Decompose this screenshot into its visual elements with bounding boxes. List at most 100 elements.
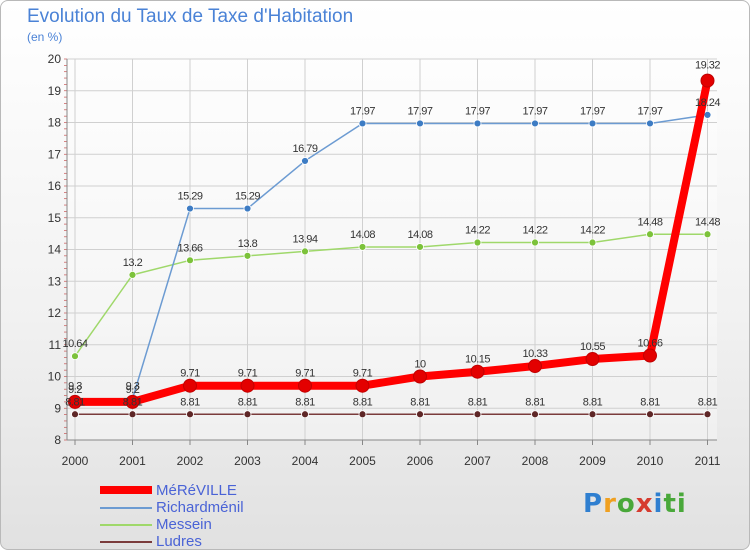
data-point-messein	[358, 243, 367, 251]
data-label-ludres: 8.81	[640, 396, 660, 408]
legend-label-ludres: Ludres	[156, 533, 202, 550]
data-point-messein	[473, 238, 482, 247]
data-point-ludres	[416, 410, 424, 419]
legend: MéRéVILLE Richardménil Messein Ludres	[100, 482, 400, 550]
data-label-richardmenil: 16.79	[292, 143, 317, 155]
logo-letter-p: P	[583, 489, 604, 519]
legend-swatch-richardmenil	[100, 507, 152, 509]
data-point-messein	[703, 230, 712, 239]
data-point-mereville	[643, 348, 657, 363]
data-label-ludres: 8.81	[698, 396, 718, 408]
x-tick-label: 2005	[349, 454, 376, 468]
legend-swatch-mereville	[100, 486, 152, 494]
data-label-richardmenil: 17.97	[350, 105, 375, 117]
data-point-ludres	[243, 410, 252, 419]
data-label-messein: 14.48	[637, 216, 662, 228]
x-tick-label: 2003	[234, 454, 261, 468]
data-label-messein: 13.66	[177, 242, 202, 254]
data-label-mereville: 10	[414, 359, 426, 371]
data-label-richardmenil: 15.29	[235, 191, 260, 203]
y-tick-label: 10	[48, 370, 62, 384]
data-label-messein: 13.8	[238, 238, 258, 250]
data-point-richardmenil	[703, 110, 712, 119]
data-label-ludres: 8.81	[583, 396, 603, 408]
series-line-messein	[74, 233, 709, 357]
data-point-messein	[646, 230, 654, 239]
data-point-richardmenil	[416, 119, 424, 128]
data-label-ludres: 8.81	[353, 396, 373, 408]
data-label-mereville: 9.71	[353, 368, 373, 380]
data-point-ludres	[588, 410, 597, 419]
data-point-ludres	[473, 410, 482, 419]
data-point-richardmenil	[646, 119, 654, 128]
y-tick-label: 14	[48, 243, 62, 257]
data-label-ludres: 8.81	[525, 396, 545, 408]
data-label-messein: 14.22	[465, 225, 490, 237]
data-label-messein: 14.22	[580, 225, 605, 237]
data-point-messein	[416, 243, 424, 251]
legend-item-ludres[interactable]: Ludres	[100, 533, 400, 550]
data-label-mereville: 9.71	[295, 368, 315, 380]
data-point-mereville	[413, 369, 427, 384]
x-tick-label: 2004	[292, 454, 319, 468]
legend-item-messein[interactable]: Messein	[100, 516, 400, 533]
x-tick-label: 2009	[579, 454, 606, 468]
data-point-mereville	[585, 352, 600, 367]
data-point-mereville	[240, 378, 255, 393]
chart-title: Evolution du Taux de Taxe d'Habitation	[27, 6, 354, 27]
data-point-mereville	[298, 378, 312, 393]
legend-swatch-ludres	[100, 541, 152, 543]
data-label-richardmenil: 15.29	[177, 191, 202, 203]
data-label-richardmenil: 9.3	[68, 381, 82, 393]
series-line-richardmenil	[74, 114, 709, 400]
legend-label-mereville: MéRéVILLE	[156, 482, 237, 499]
y-tick-label: 19	[48, 84, 62, 98]
proxiti-logo: Proxiti	[583, 489, 687, 519]
chart-subtitle: (en %)	[27, 30, 63, 44]
data-point-mereville	[528, 359, 542, 374]
x-tick-label: 2006	[407, 454, 434, 468]
data-label-mereville: 9.71	[180, 368, 200, 380]
data-label-richardmenil: 9.3	[126, 381, 140, 393]
data-point-messein	[531, 238, 539, 247]
legend-label-messein: Messein	[156, 516, 212, 533]
y-tick-label: 16	[48, 179, 62, 193]
x-tick-label: 2001	[119, 454, 146, 468]
data-label-ludres: 8.81	[180, 396, 200, 408]
legend-item-mereville[interactable]: MéRéVILLE	[100, 482, 400, 499]
data-point-messein	[186, 256, 194, 265]
y-tick-label: 12	[48, 306, 62, 320]
logo-letter-o: o	[616, 489, 636, 519]
data-point-mereville	[68, 394, 82, 409]
data-label-ludres: 8.81	[65, 396, 85, 408]
y-tick-label: 15	[48, 211, 62, 225]
legend-item-richardmenil[interactable]: Richardménil	[100, 499, 400, 516]
data-label-ludres: 8.81	[123, 396, 143, 408]
data-label-richardmenil: 17.97	[407, 105, 432, 117]
legend-swatch-messein	[100, 524, 152, 526]
data-point-mereville	[125, 394, 140, 409]
data-point-mereville	[470, 364, 485, 379]
data-point-ludres	[703, 410, 712, 419]
data-point-messein	[71, 352, 79, 361]
data-label-richardmenil: 17.97	[465, 105, 490, 117]
y-tick-label: 8	[54, 433, 61, 447]
y-tick-label: 9	[54, 401, 61, 415]
series-line-mereville	[71, 76, 712, 406]
data-point-richardmenil	[358, 119, 367, 128]
logo-letter-r: r	[603, 489, 617, 519]
data-point-ludres	[358, 410, 367, 419]
data-label-messein: 14.22	[522, 225, 547, 237]
data-label-mereville: 9.2	[126, 384, 140, 396]
data-label-mereville: 10.55	[580, 341, 605, 353]
data-label-messein: 13.2	[123, 257, 143, 269]
data-point-richardmenil	[588, 119, 597, 128]
data-point-richardmenil	[301, 157, 309, 165]
data-label-mereville: 19.32	[695, 60, 720, 72]
data-point-ludres	[71, 410, 79, 419]
logo-letter-ti: ti	[663, 489, 687, 519]
logo-letter-x: x	[635, 489, 654, 519]
data-label-richardmenil: 17.97	[580, 105, 605, 117]
